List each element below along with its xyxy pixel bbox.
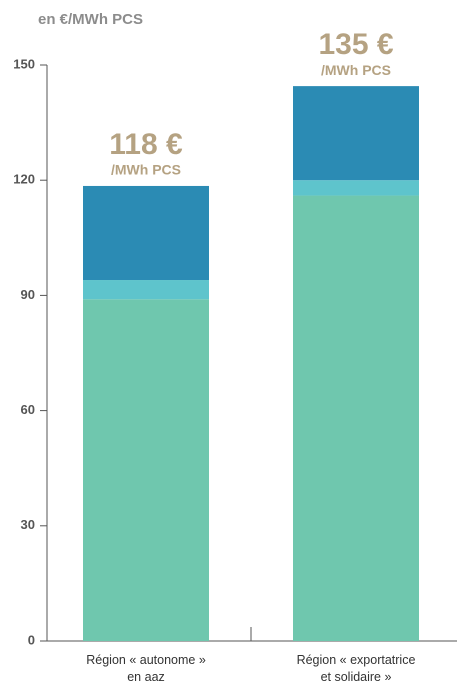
y-tick-label: 120 [13,172,35,187]
y-tick-label: 90 [21,287,35,302]
x-tick-label: Région « exportatrice et solidaire » [297,653,416,684]
total-label: 118 € [109,128,183,161]
bar-segment [83,185,209,281]
axis-title: en €/MWh PCS [38,11,143,28]
bar-segment [83,280,209,300]
y-tick-label: 30 [21,517,35,532]
bar-segment [293,86,419,181]
x-tick-label: Région « autonome » en aaz [86,653,206,684]
total-unit: /MWh PCS [321,62,391,78]
y-tick-label: 60 [21,402,35,417]
bar-segment [293,180,419,196]
total-unit: /MWh PCS [111,162,181,178]
y-tick-label: 0 [28,632,35,647]
bar-segment [83,299,209,641]
bar-segment [293,195,419,641]
y-tick-label: 150 [13,56,35,71]
total-label: 135 € [318,28,393,61]
